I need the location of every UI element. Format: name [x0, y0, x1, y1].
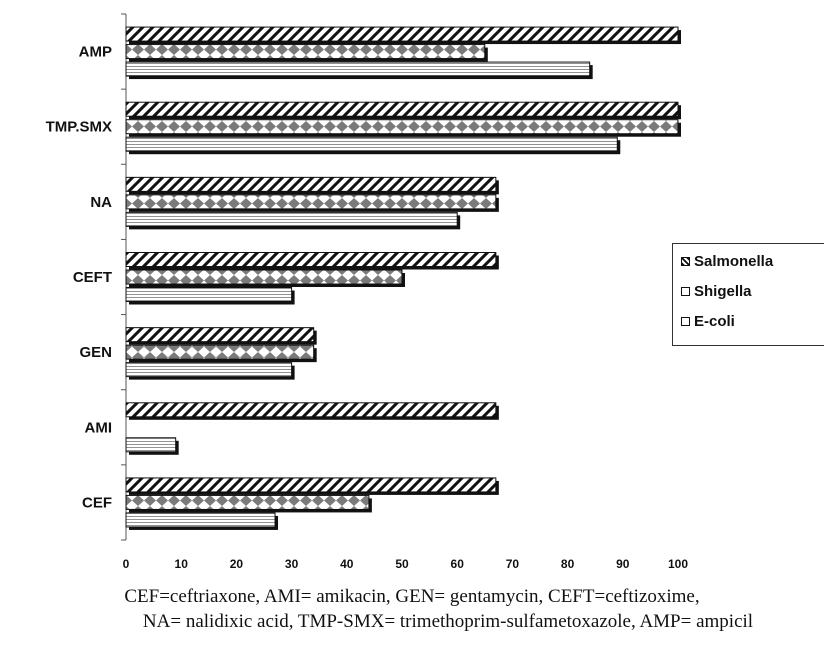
x-tick-label: 10	[175, 557, 189, 571]
legend-label-salmonella: Salmonella	[694, 252, 774, 270]
bar-shigella-amp	[125, 44, 486, 60]
caption: CEF=ceftriaxone, AMI= amikacin, GEN= gen…	[0, 584, 824, 634]
legend: Salmonella Shigella E-coli	[672, 243, 824, 346]
legend-item-shigella: Shigella	[681, 282, 752, 300]
legend-label-shigella: Shigella	[694, 282, 752, 300]
legend-label-ecoli: E-coli	[694, 312, 735, 330]
bar-salmonella-tmp-smx	[125, 101, 679, 117]
bar-e-coli-gen	[125, 362, 293, 378]
category-label: TMP.SMX	[46, 119, 112, 136]
category-label: CEF	[82, 494, 112, 511]
x-tick-label: 60	[451, 557, 465, 571]
x-tick-label: 20	[230, 557, 244, 571]
bar-e-coli-tmp-smx	[125, 136, 618, 152]
bar-shigella-tmp-smx	[125, 119, 679, 135]
category-labels: AMP TMP.SMX NA CEFT GEN AMI CEF	[46, 44, 113, 512]
x-tick-label: 50	[395, 557, 409, 571]
legend-item-salmonella: Salmonella	[681, 252, 773, 270]
category-label: CEFT	[73, 269, 112, 286]
category-label: AMP	[79, 44, 112, 61]
caption-line-1: CEF=ceftriaxone, AMI= amikacin, GEN= gen…	[124, 586, 700, 607]
bar-shigella-ceft	[125, 269, 403, 285]
x-tick-label: 0	[123, 557, 130, 571]
category-label: GEN	[79, 344, 112, 361]
bar-e-coli-amp	[125, 61, 591, 77]
bar-salmonella-gen	[125, 327, 315, 343]
bar-salmonella-cef	[125, 477, 497, 493]
x-tick-label: 90	[616, 557, 630, 571]
x-tick-label: 80	[561, 557, 575, 571]
shigella-swatch-icon	[681, 286, 690, 296]
bar-shigella-cef	[125, 494, 370, 510]
category-label: NA	[90, 194, 112, 211]
bar-salmonella-ceft	[125, 252, 497, 267]
x-tick-label: 40	[340, 557, 354, 571]
bar-salmonella-amp	[125, 26, 679, 42]
bar-shigella-gen	[125, 344, 315, 360]
bar-salmonella-na	[125, 176, 497, 192]
bar-shigella-na	[125, 194, 497, 210]
bars-group	[125, 26, 681, 530]
category-label: AMI	[85, 419, 113, 436]
bar-e-coli-ceft	[125, 287, 293, 302]
x-tick-label: 70	[506, 557, 520, 571]
salmonella-swatch-icon	[681, 256, 690, 266]
x-tick-label: 100	[668, 557, 688, 571]
x-tick-labels: 0 10 20 30 40 50 60 70 80 90 100	[123, 557, 689, 571]
bar-e-coli-na	[125, 211, 458, 227]
ecoli-swatch-icon	[681, 316, 690, 326]
bar-e-coli-cef	[125, 512, 276, 528]
x-tick-label: 30	[285, 557, 299, 571]
bar-salmonella-ami	[125, 402, 497, 418]
legend-item-ecoli: E-coli	[681, 312, 735, 330]
bar-chart: AMP TMP.SMX NA CEFT GEN AMI CEF 0 10 20 30 40 50 60 7…	[46, 13, 689, 571]
axes	[121, 13, 127, 541]
bar-e-coli-ami	[125, 437, 177, 453]
caption-line-2: NA= nalidixic acid, TMP-SMX= trimethopri…	[142, 611, 754, 632]
